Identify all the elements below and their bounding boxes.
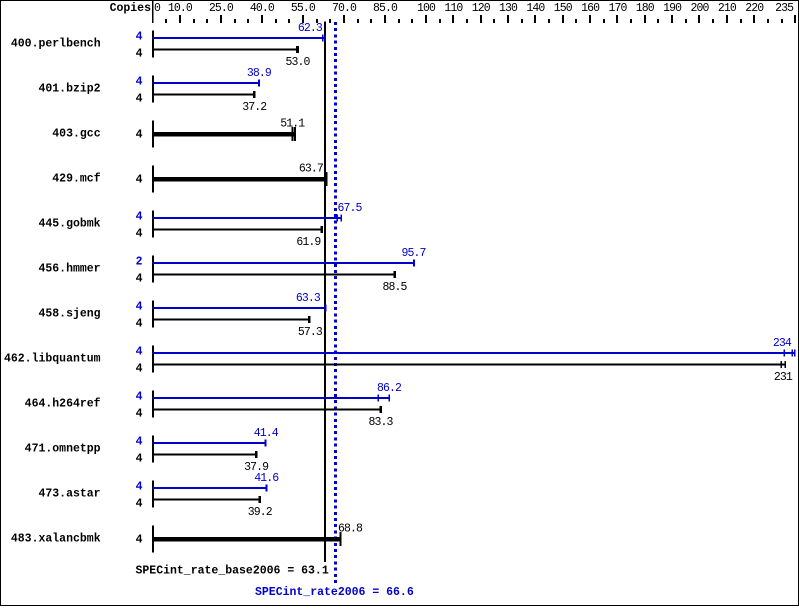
svg-text:Copies: Copies bbox=[110, 2, 152, 15]
svg-text:41.6: 41.6 bbox=[254, 472, 279, 485]
svg-text:39.2: 39.2 bbox=[248, 506, 273, 519]
svg-text:150: 150 bbox=[554, 2, 573, 15]
svg-text:4: 4 bbox=[136, 93, 143, 106]
svg-text:37.9: 37.9 bbox=[244, 461, 269, 474]
svg-text:4: 4 bbox=[136, 211, 143, 224]
svg-text:140: 140 bbox=[526, 2, 545, 15]
svg-text:4: 4 bbox=[136, 301, 143, 314]
svg-text:170: 170 bbox=[608, 2, 627, 15]
svg-text:86.2: 86.2 bbox=[377, 382, 402, 395]
svg-text:41.4: 41.4 bbox=[254, 427, 279, 440]
svg-text:130: 130 bbox=[499, 2, 518, 15]
svg-text:4: 4 bbox=[136, 481, 143, 494]
svg-text:220: 220 bbox=[745, 2, 764, 15]
svg-text:4: 4 bbox=[136, 129, 143, 142]
svg-text:429.mcf: 429.mcf bbox=[52, 173, 100, 186]
svg-text:25.0: 25.0 bbox=[209, 2, 234, 15]
svg-text:0: 0 bbox=[154, 2, 161, 15]
svg-text:4: 4 bbox=[136, 318, 143, 331]
svg-text:4: 4 bbox=[136, 346, 143, 359]
svg-text:160: 160 bbox=[581, 2, 600, 15]
svg-text:85.0: 85.0 bbox=[373, 2, 398, 15]
svg-text:4: 4 bbox=[136, 453, 143, 466]
svg-text:SPECint_rate2006 = 66.6: SPECint_rate2006 = 66.6 bbox=[255, 586, 414, 599]
svg-text:4: 4 bbox=[136, 408, 143, 421]
svg-text:SPECint_rate_base2006 = 63.1: SPECint_rate_base2006 = 63.1 bbox=[136, 565, 329, 578]
svg-text:62.3: 62.3 bbox=[298, 22, 323, 35]
svg-text:88.5: 88.5 bbox=[382, 281, 407, 294]
svg-text:10.0: 10.0 bbox=[168, 2, 193, 15]
svg-text:120: 120 bbox=[472, 2, 491, 15]
svg-text:55.0: 55.0 bbox=[291, 2, 316, 15]
svg-text:4: 4 bbox=[136, 436, 143, 449]
svg-text:4: 4 bbox=[136, 48, 143, 61]
svg-text:70.0: 70.0 bbox=[332, 2, 357, 15]
svg-text:63.3: 63.3 bbox=[296, 292, 321, 305]
svg-text:235: 235 bbox=[775, 2, 794, 15]
svg-text:231: 231 bbox=[774, 371, 793, 384]
svg-text:57.3: 57.3 bbox=[298, 326, 323, 339]
svg-text:67.5: 67.5 bbox=[338, 202, 363, 215]
svg-text:458.sjeng: 458.sjeng bbox=[38, 308, 100, 321]
svg-text:4: 4 bbox=[136, 363, 143, 376]
svg-text:4: 4 bbox=[136, 228, 143, 241]
svg-text:83.3: 83.3 bbox=[368, 416, 393, 429]
svg-text:4: 4 bbox=[136, 31, 143, 44]
svg-text:4: 4 bbox=[136, 76, 143, 89]
svg-text:456.hmmer: 456.hmmer bbox=[38, 263, 100, 276]
svg-text:100: 100 bbox=[417, 2, 436, 15]
svg-text:37.2: 37.2 bbox=[242, 101, 267, 114]
svg-text:2: 2 bbox=[136, 256, 143, 269]
svg-text:180: 180 bbox=[636, 2, 655, 15]
svg-text:53.0: 53.0 bbox=[285, 56, 310, 69]
svg-text:38.9: 38.9 bbox=[247, 67, 272, 80]
svg-text:4: 4 bbox=[136, 273, 143, 286]
svg-text:234: 234 bbox=[773, 337, 792, 350]
svg-text:110: 110 bbox=[444, 2, 463, 15]
svg-text:68.8: 68.8 bbox=[338, 522, 363, 535]
svg-text:95.7: 95.7 bbox=[401, 247, 425, 260]
svg-text:464.h264ref: 464.h264ref bbox=[25, 398, 101, 411]
svg-text:401.bzip2: 401.bzip2 bbox=[38, 83, 100, 96]
svg-text:210: 210 bbox=[718, 2, 737, 15]
svg-text:400.perlbench: 400.perlbench bbox=[11, 38, 101, 51]
svg-text:4: 4 bbox=[136, 174, 143, 187]
svg-text:4: 4 bbox=[136, 391, 143, 404]
svg-text:462.libquantum: 462.libquantum bbox=[4, 353, 101, 366]
svg-text:445.gobmk: 445.gobmk bbox=[38, 218, 100, 231]
svg-text:40.0: 40.0 bbox=[250, 2, 275, 15]
svg-text:63.7: 63.7 bbox=[299, 162, 323, 175]
svg-text:4: 4 bbox=[136, 498, 143, 511]
svg-text:51.1: 51.1 bbox=[280, 117, 305, 130]
svg-text:471.omnetpp: 471.omnetpp bbox=[25, 443, 101, 456]
svg-text:61.9: 61.9 bbox=[296, 236, 321, 249]
svg-text:403.gcc: 403.gcc bbox=[52, 128, 100, 141]
svg-text:200: 200 bbox=[690, 2, 709, 15]
svg-text:473.astar: 473.astar bbox=[38, 488, 100, 501]
svg-text:483.xalancbmk: 483.xalancbmk bbox=[11, 533, 101, 546]
svg-text:190: 190 bbox=[663, 2, 682, 15]
svg-text:4: 4 bbox=[136, 534, 143, 547]
